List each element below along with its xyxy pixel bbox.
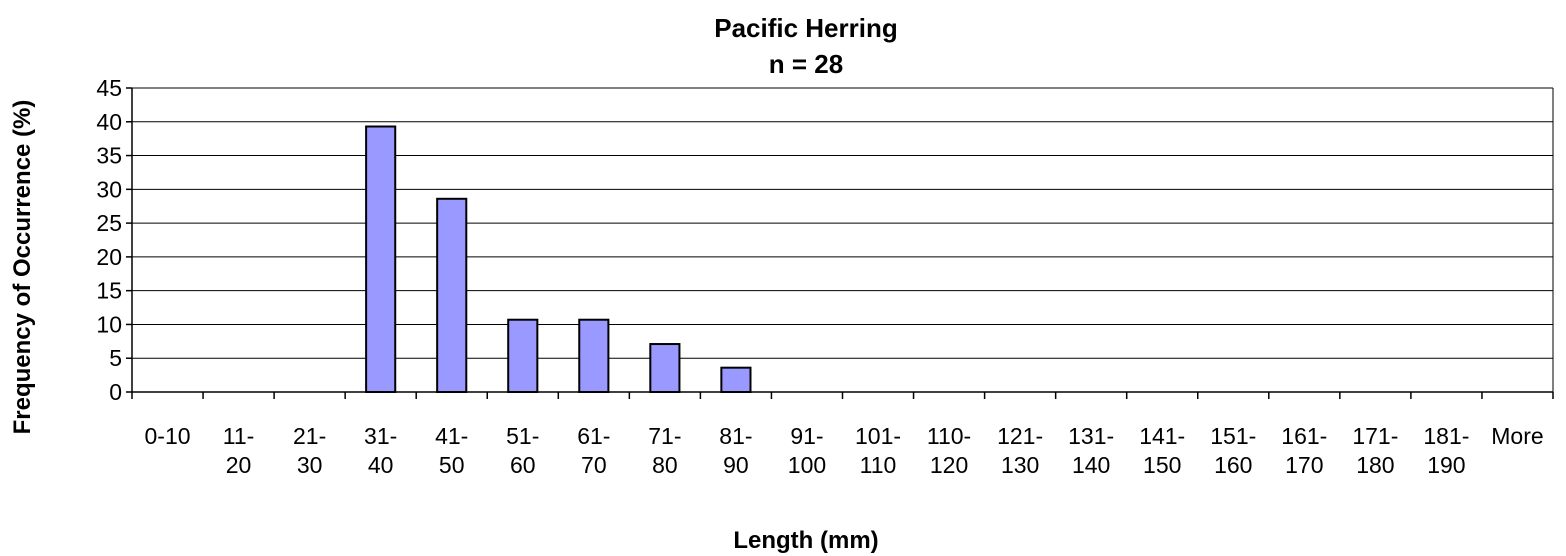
- x-tick-label: 61-70: [577, 423, 610, 478]
- x-tick-label: 171- 180: [1352, 423, 1398, 478]
- x-tick-label-line: 40: [368, 452, 394, 478]
- y-tick-label: 25: [96, 210, 122, 236]
- x-tick-label-line: 100: [788, 452, 826, 478]
- x-tick-label-line: 0-10: [145, 423, 191, 449]
- x-tick-label-line: 30: [297, 452, 323, 478]
- x-tick-label-line: 50: [439, 452, 465, 478]
- x-tick-label-line: 141-: [1139, 423, 1185, 449]
- x-tick-label: 31-40: [364, 423, 397, 478]
- bar: [365, 125, 397, 393]
- x-tick-label-line: 61-: [577, 423, 610, 449]
- bars: [365, 125, 752, 394]
- x-tick-label-line: 120: [930, 452, 968, 478]
- x-tick-label-line: 150: [1143, 452, 1181, 478]
- x-tick-label-line: 51-: [506, 423, 539, 449]
- y-tick-label: 20: [96, 244, 122, 270]
- x-tick-label: 121- 130: [997, 423, 1043, 478]
- x-tick-label: 110- 120: [927, 423, 971, 478]
- x-tick-label-line: 41-: [435, 423, 468, 449]
- x-tick-label-line: 31-: [364, 423, 397, 449]
- bar: [436, 197, 468, 393]
- x-tick-label: 0-10: [145, 423, 191, 449]
- x-tick-label-line: 71-: [648, 423, 681, 449]
- x-tick-label-line: 121-: [997, 423, 1043, 449]
- x-axis-label: Length (mm): [733, 527, 878, 554]
- x-tick-label-line: 81-: [719, 423, 752, 449]
- x-tick-label-line: 11-: [223, 423, 255, 449]
- x-tick-label-line: 101-: [855, 423, 901, 449]
- x-tick-label-line: 70: [581, 452, 607, 478]
- x-tick-label-line: 181-: [1423, 423, 1469, 449]
- x-tick-label-line: 140: [1072, 452, 1110, 478]
- x-tick-label-line: 110: [860, 452, 897, 478]
- x-tick-label-line: 80: [652, 452, 678, 478]
- x-tick-label-line: 21-: [293, 423, 326, 449]
- x-tick-label-line: 20: [226, 452, 252, 478]
- y-axis-label: Frequency of Occurrence (%): [9, 100, 36, 435]
- axes: [126, 87, 1554, 399]
- x-tick-label: 141- 150: [1139, 423, 1185, 478]
- x-tick-label-line: 151-: [1210, 423, 1256, 449]
- y-tick-label: 30: [96, 176, 122, 202]
- x-tick-label-line: 90: [723, 452, 749, 478]
- x-tick-label-line: 160: [1214, 452, 1252, 478]
- x-tick-label: 41-50: [435, 423, 468, 478]
- bar: [720, 366, 752, 393]
- x-tick-label: 131- 140: [1068, 423, 1114, 478]
- y-tick-label: 40: [96, 109, 122, 135]
- x-tick-label: 71-80: [648, 423, 681, 478]
- x-tick-label-line: More: [1491, 423, 1543, 449]
- x-tick-label: 161- 170: [1281, 423, 1327, 478]
- x-tick-labels: 0-10 11-2021-3031-4041-5051-6061-7071-808…: [145, 423, 1544, 478]
- y-tick-label: 15: [96, 278, 122, 304]
- x-tick-label-line: 170: [1285, 452, 1323, 478]
- x-tick-label-line: 91-: [790, 423, 823, 449]
- x-tick-label-line: 110-: [927, 423, 971, 449]
- y-tick-label: 45: [96, 75, 122, 101]
- x-tick-label-line: 161-: [1281, 423, 1327, 449]
- x-tick-label-line: 131-: [1068, 423, 1114, 449]
- x-tick-label: 101- 110: [855, 423, 901, 478]
- y-tick-label: 5: [109, 345, 122, 371]
- x-tick-label: 21-30: [293, 423, 326, 478]
- bar: [649, 343, 681, 394]
- bar: [507, 318, 539, 393]
- x-tick-label: 11-20: [223, 423, 255, 478]
- bar: [578, 318, 610, 393]
- x-tick-label-line: 190: [1427, 452, 1465, 478]
- x-tick-label: 91-100: [788, 423, 826, 478]
- y-tick-labels: 0 5 10 15 20 25 30 35 40 45: [96, 75, 122, 405]
- x-tick-label: 181- 190: [1423, 423, 1469, 478]
- x-tick-label-line: 180: [1356, 452, 1394, 478]
- y-tick-label: 35: [96, 143, 122, 169]
- chart-title: Pacific Herring: [714, 13, 898, 43]
- x-tick-label: 151- 160: [1210, 423, 1256, 478]
- x-tick-label: 81-90: [719, 423, 752, 478]
- x-tick-label-line: 60: [510, 452, 536, 478]
- x-tick-label-line: 130: [1001, 452, 1039, 478]
- x-tick-label-line: 171-: [1352, 423, 1398, 449]
- y-tick-label: 10: [96, 311, 122, 337]
- y-tick-label: 0: [109, 379, 122, 405]
- gridlines: [132, 87, 1554, 392]
- x-tick-label: More: [1491, 423, 1543, 449]
- x-tick-label: 51-60: [506, 423, 539, 478]
- chart-subtitle: n = 28: [769, 49, 843, 79]
